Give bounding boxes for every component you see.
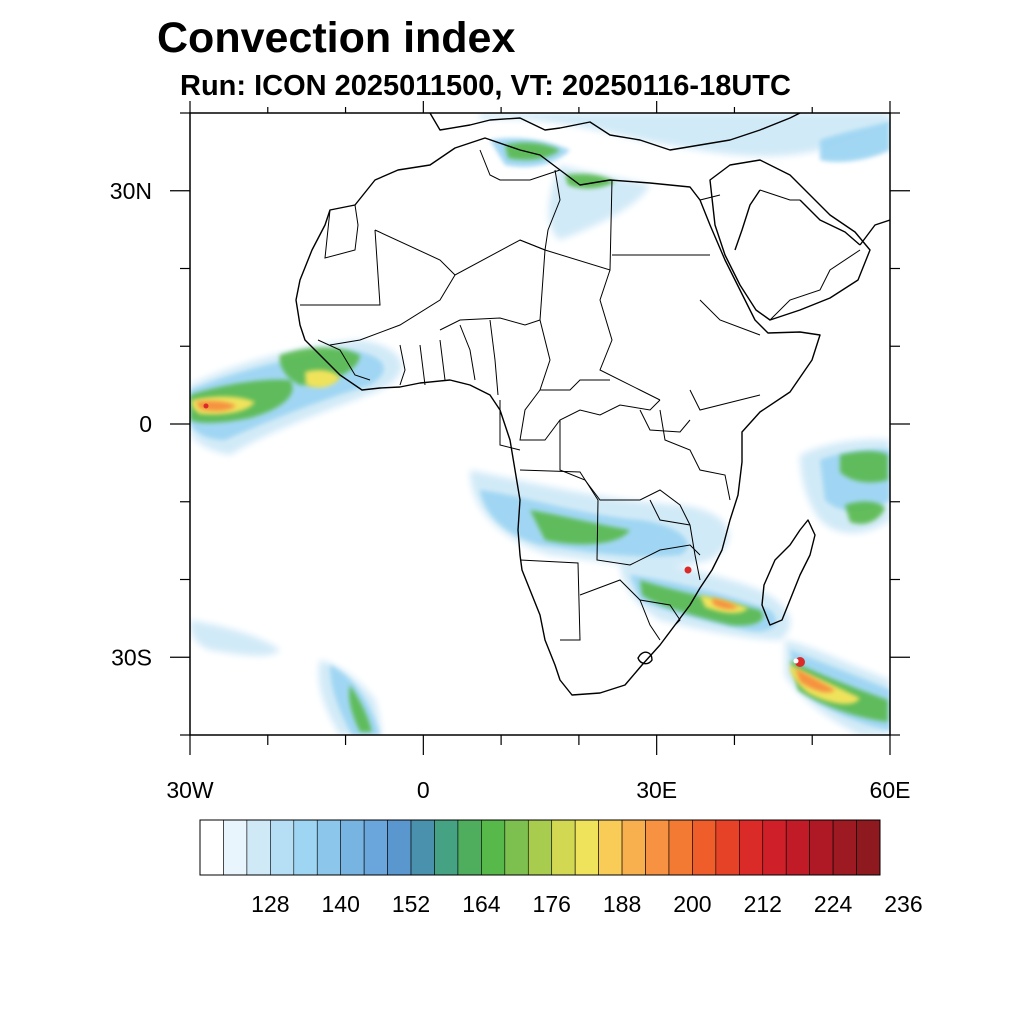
persian-gulf-coast xyxy=(799,199,890,246)
colorbar-swatch xyxy=(481,819,506,876)
colorbar-label: 212 xyxy=(744,891,782,917)
arabia-coastline xyxy=(709,159,871,321)
map-subtitle: Run: ICON 2025011500, VT: 20250116-18UTC xyxy=(180,70,791,102)
colorbar-swatch xyxy=(246,819,271,876)
colorbar-swatch xyxy=(739,819,764,876)
colorbar-labels: 128 140 152 164 176 188 200 212 224 236 xyxy=(251,891,922,917)
colorbar-swatch xyxy=(692,819,717,876)
colorbar-swatch xyxy=(574,819,599,876)
colorbar-swatch xyxy=(809,819,834,876)
colorbar-swatch xyxy=(504,819,529,876)
colorbar-label: 164 xyxy=(462,891,501,917)
colorbar-swatch xyxy=(316,819,341,876)
colorbar-swatch xyxy=(270,819,295,876)
colorbar-swatch xyxy=(293,819,318,876)
colorbar-swatch xyxy=(410,819,435,876)
colorbar-swatch xyxy=(668,819,693,876)
colorbar-label: 188 xyxy=(603,891,641,917)
colorbar-swatch xyxy=(223,819,248,876)
lat-tick-label: 30S xyxy=(111,644,152,670)
madagascar-coastline xyxy=(761,519,816,626)
colorbar-label: 236 xyxy=(884,891,922,917)
country-borders xyxy=(300,149,861,641)
colorbar-swatch xyxy=(645,819,670,876)
red-sea-coast xyxy=(734,189,761,251)
colorbar-label: 140 xyxy=(322,891,360,917)
axis-ticks xyxy=(170,101,910,755)
colorbar-swatch xyxy=(387,819,412,876)
lon-tick-label: 30E xyxy=(636,777,677,803)
colorbar-label: 152 xyxy=(392,891,430,917)
colorbar-label: 176 xyxy=(533,891,571,917)
lon-tick-label: 0 xyxy=(417,777,430,803)
colorbar-swatch xyxy=(785,819,810,876)
colorbar-swatch xyxy=(598,819,623,876)
colorbar-swatch xyxy=(363,819,388,876)
colorbar-swatch xyxy=(551,819,576,876)
colorbar-swatch xyxy=(832,819,857,876)
colorbar-label: 200 xyxy=(673,891,711,917)
colorbar-swatch xyxy=(527,819,553,876)
convection-field xyxy=(190,113,890,735)
colorbar-swatch xyxy=(621,819,646,876)
lesotho-border xyxy=(637,651,653,665)
colorbar-swatch xyxy=(715,819,740,876)
colorbar-swatch xyxy=(856,819,881,876)
colorbar-label: 224 xyxy=(814,891,853,917)
lon-tick-label: 60E xyxy=(870,777,911,803)
europe-coastline xyxy=(429,113,801,151)
colorbar-swatch xyxy=(199,819,224,876)
axis-tick-labels: 30W 0 30E 60E 30N 0 30S xyxy=(110,178,911,803)
colorbar-label: 128 xyxy=(251,891,289,917)
colorbar xyxy=(199,819,881,876)
lat-tick-label: 30N xyxy=(110,178,152,204)
lat-tick-label: 0 xyxy=(139,411,152,437)
colorbar-swatch xyxy=(762,819,787,876)
colorbar-swatch xyxy=(434,819,459,876)
colorbar-swatch xyxy=(340,819,365,876)
map-title: Convection index xyxy=(157,14,516,62)
colorbar-swatch xyxy=(457,819,482,876)
lon-tick-label: 30W xyxy=(166,777,214,803)
colorbar-frame xyxy=(199,819,881,876)
